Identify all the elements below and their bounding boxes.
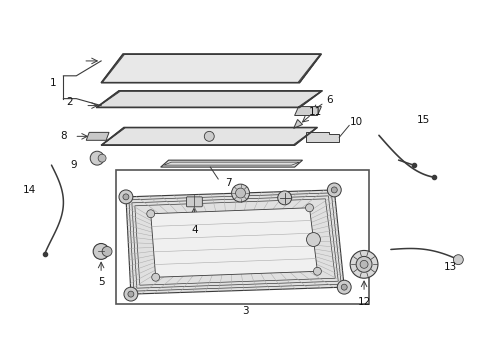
Circle shape bbox=[235, 188, 245, 198]
Circle shape bbox=[326, 183, 341, 197]
Text: 5: 5 bbox=[98, 277, 104, 287]
FancyBboxPatch shape bbox=[186, 197, 202, 207]
Text: 1: 1 bbox=[50, 78, 57, 88]
Text: 3: 3 bbox=[241, 306, 248, 316]
Circle shape bbox=[349, 251, 377, 278]
Circle shape bbox=[306, 233, 320, 247]
Circle shape bbox=[151, 273, 160, 281]
Text: 9: 9 bbox=[70, 160, 77, 170]
Text: 2: 2 bbox=[66, 96, 73, 107]
Text: 14: 14 bbox=[23, 185, 36, 195]
Text: 7: 7 bbox=[224, 178, 231, 188]
Circle shape bbox=[123, 287, 138, 301]
Text: 8: 8 bbox=[60, 131, 66, 141]
Polygon shape bbox=[294, 107, 321, 116]
Circle shape bbox=[90, 151, 104, 165]
Circle shape bbox=[341, 284, 346, 290]
Text: 13: 13 bbox=[443, 262, 456, 272]
Circle shape bbox=[355, 256, 371, 272]
Circle shape bbox=[331, 187, 337, 193]
Polygon shape bbox=[293, 120, 302, 129]
Polygon shape bbox=[305, 132, 339, 142]
Polygon shape bbox=[96, 91, 322, 108]
Text: 10: 10 bbox=[349, 117, 362, 127]
Text: 4: 4 bbox=[191, 225, 197, 235]
Circle shape bbox=[277, 191, 291, 205]
Circle shape bbox=[305, 204, 313, 212]
Circle shape bbox=[128, 291, 134, 297]
Polygon shape bbox=[126, 190, 344, 294]
Text: 6: 6 bbox=[325, 95, 332, 105]
Circle shape bbox=[231, 184, 249, 202]
Polygon shape bbox=[101, 54, 321, 83]
Polygon shape bbox=[86, 132, 109, 140]
Circle shape bbox=[337, 280, 350, 294]
Polygon shape bbox=[163, 162, 299, 165]
Text: 11: 11 bbox=[308, 107, 322, 117]
Circle shape bbox=[359, 260, 367, 268]
Circle shape bbox=[204, 131, 214, 141]
Polygon shape bbox=[161, 160, 302, 167]
Text: 12: 12 bbox=[357, 297, 370, 307]
Circle shape bbox=[146, 210, 154, 218]
Bar bbox=[116, 170, 368, 304]
Circle shape bbox=[102, 247, 112, 256]
Circle shape bbox=[122, 194, 129, 200]
Polygon shape bbox=[150, 208, 317, 277]
Circle shape bbox=[119, 190, 133, 204]
Circle shape bbox=[93, 243, 109, 260]
Circle shape bbox=[98, 154, 106, 162]
Circle shape bbox=[452, 255, 462, 265]
Circle shape bbox=[313, 267, 321, 275]
Text: 15: 15 bbox=[416, 116, 429, 126]
Polygon shape bbox=[101, 127, 317, 145]
